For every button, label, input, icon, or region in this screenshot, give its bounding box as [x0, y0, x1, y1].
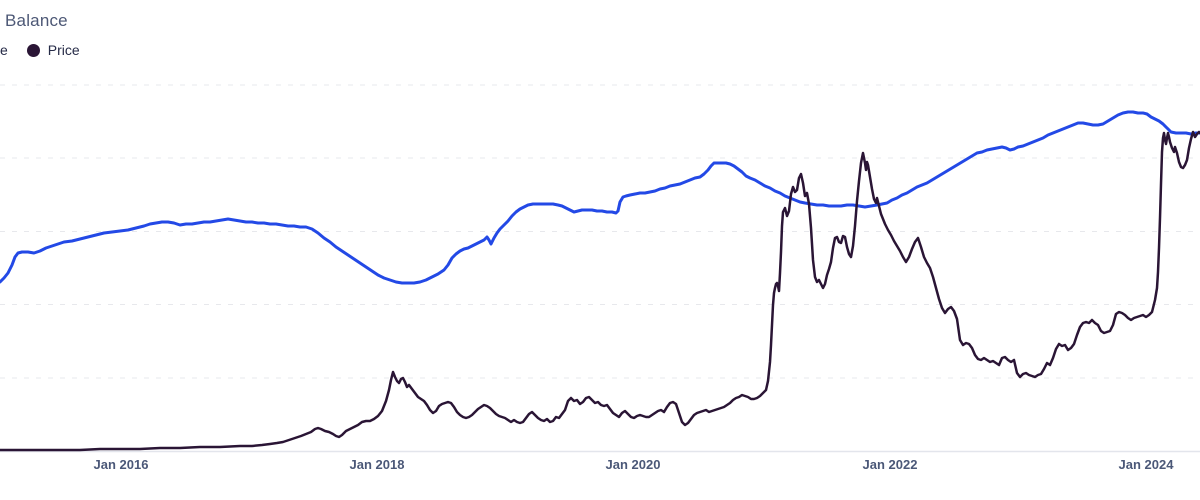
chart-legend: e Price — [0, 42, 80, 58]
x-axis-tick-labels: Jan 2016 Jan 2018 Jan 2020 Jan 2022 Jan 2024 — [0, 457, 1200, 475]
legend-item-label: Price — [47, 42, 80, 58]
legend-item-label: e — [0, 42, 8, 58]
legend-dot-icon — [26, 43, 40, 57]
x-tick-label: Jan 2022 — [862, 457, 918, 472]
x-tick-label: Jan 2020 — [605, 457, 661, 472]
gridlines — [0, 84, 1200, 453]
x-tick-label: Jan 2018 — [349, 457, 405, 472]
legend-item-price[interactable]: Price — [26, 42, 80, 58]
balance-series-line — [0, 110, 1200, 285]
x-tick-label: Jan 2024 — [1118, 457, 1174, 472]
x-tick-label: Jan 2016 — [93, 457, 149, 472]
chart-title: Balance — [5, 11, 68, 30]
legend-item-balance-truncated[interactable]: e — [0, 42, 8, 58]
series-lines — [0, 110, 1200, 452]
price-series-line — [0, 130, 1200, 452]
